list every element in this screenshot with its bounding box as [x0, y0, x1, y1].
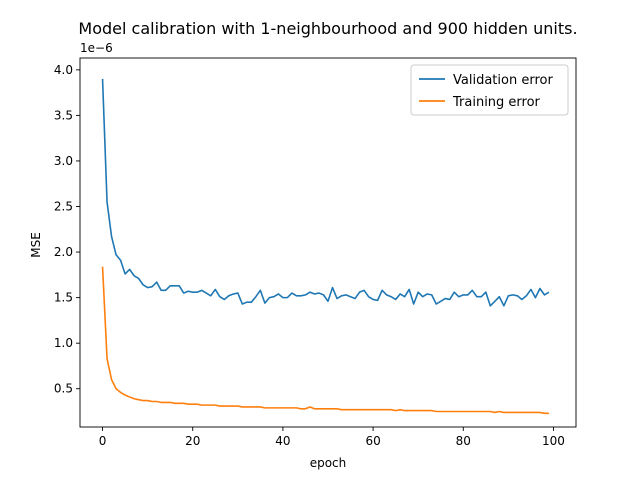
x-tick-label: 100 [542, 434, 565, 448]
legend-box [410, 64, 569, 116]
y-tick-label: 2.5 [54, 200, 73, 214]
series-line-0 [101, 78, 550, 307]
axes-background [80, 58, 576, 427]
x-tick-label: 60 [365, 434, 380, 448]
x-axis-label: epoch [310, 456, 347, 470]
y-tick-label: 0.5 [54, 382, 73, 396]
y-tick-label: 1.0 [54, 336, 73, 350]
x-tick-label: 0 [99, 434, 107, 448]
y-axis-label: MSE [29, 232, 43, 258]
series-line-1 [101, 266, 549, 415]
plot-area: 0 20 40 60 80 100 0.5 1.0 1.5 2.0 2.5 3.0 3.5 4.0 Vali… [54, 57, 577, 448]
y-tick-label: 1.5 [54, 291, 73, 305]
legend-label-1: Training error [452, 95, 541, 110]
legend-label-0: Validation error [453, 73, 553, 88]
axes-frame [79, 57, 577, 428]
y-tick-label: 3.5 [54, 108, 73, 122]
y-offset-label: 1e−6 [80, 41, 113, 55]
y-tick-label: 4.0 [54, 63, 73, 77]
y-tick-label: 2.0 [54, 245, 73, 259]
x-tick-label: 40 [275, 434, 290, 448]
chart-title: Model calibration with 1-neighbourhood a… [78, 19, 577, 38]
y-tick-label: 3.0 [54, 154, 73, 168]
x-tick-label: 20 [185, 434, 200, 448]
x-tick-label: 80 [456, 434, 471, 448]
